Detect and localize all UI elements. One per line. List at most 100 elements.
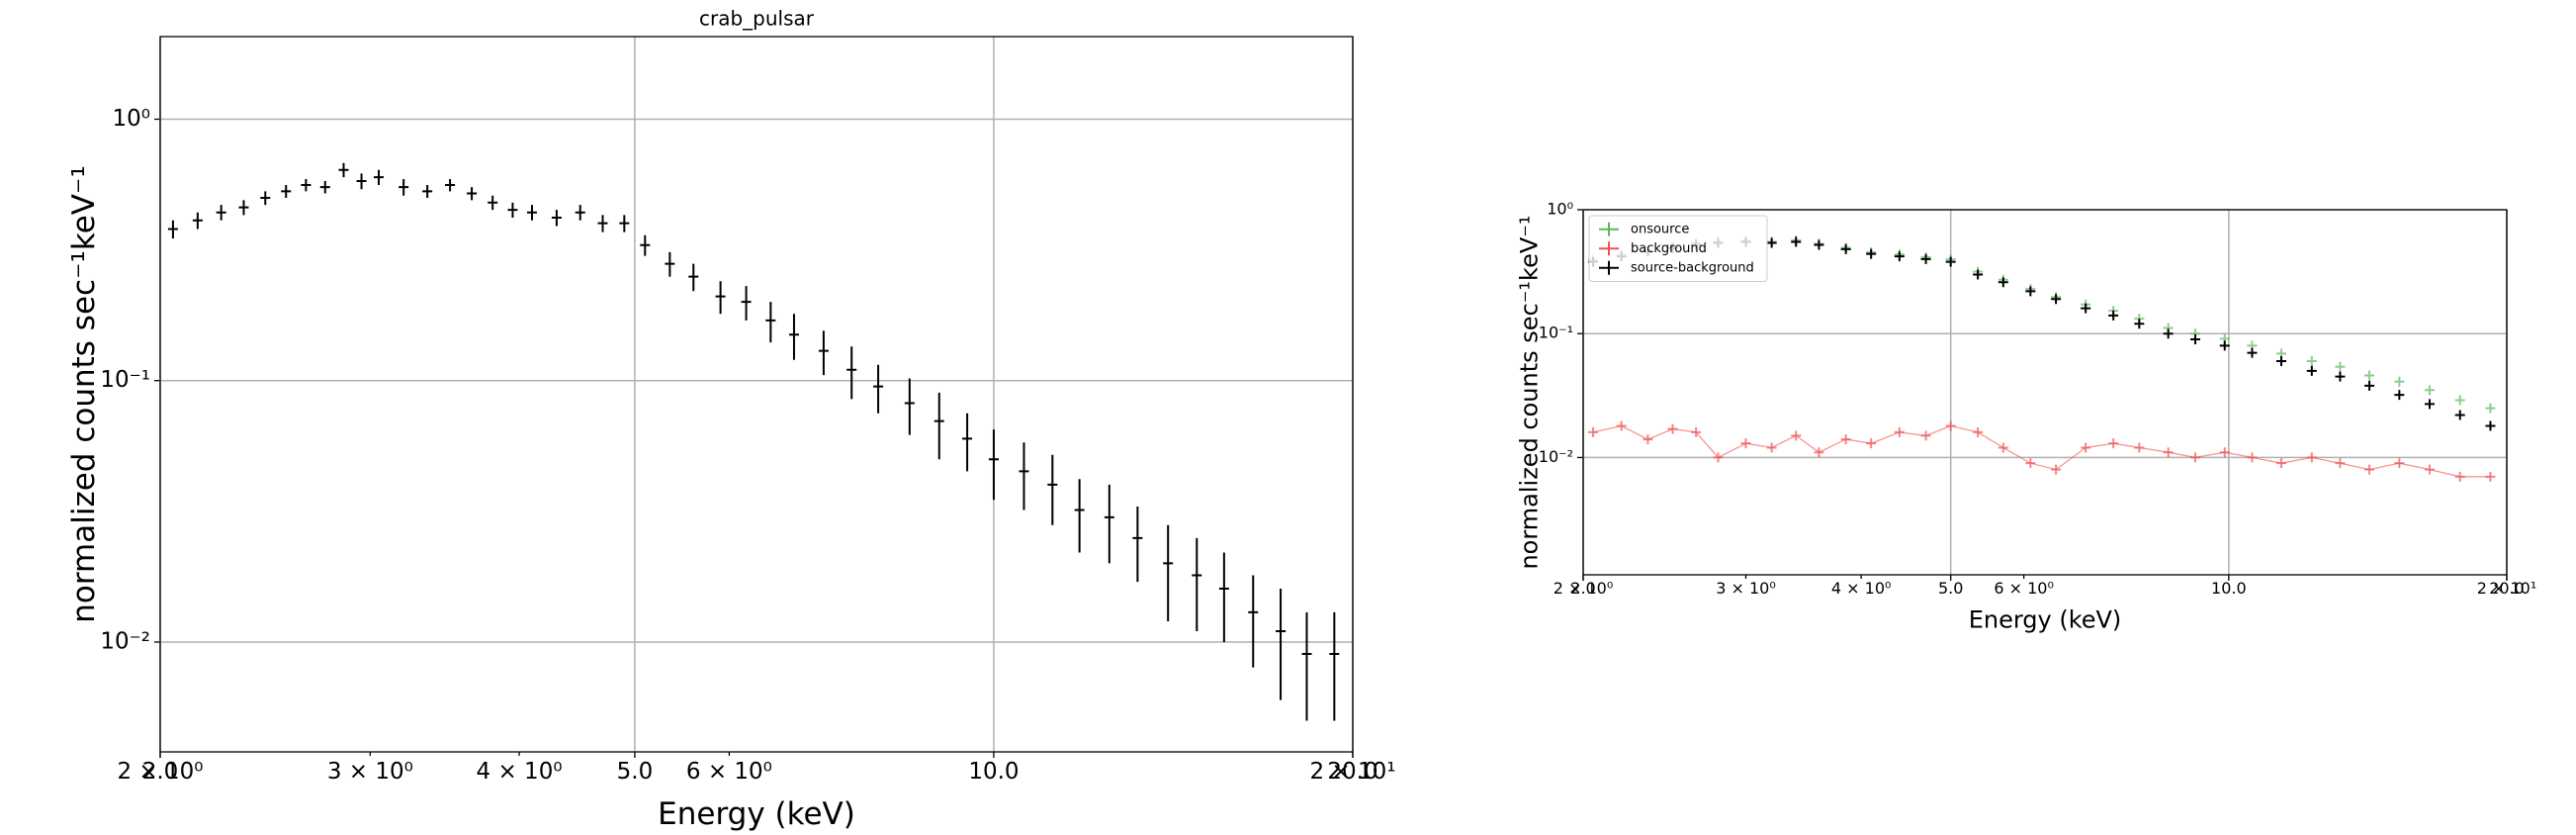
data-point <box>2275 458 2286 469</box>
y-tick-label: 10⁰ <box>1547 200 1573 219</box>
legend-swatch <box>1599 222 1619 236</box>
data-point <box>1791 236 1802 247</box>
data-point <box>1973 269 1984 280</box>
data-point <box>2335 458 2346 469</box>
data-point <box>1814 447 1824 458</box>
y-tick-label: 10⁻² <box>1539 447 1573 466</box>
data-point <box>2394 390 2405 401</box>
data-point <box>1643 434 1653 445</box>
data-point <box>665 251 675 277</box>
data-point <box>2219 340 2230 351</box>
data-point <box>2364 464 2375 475</box>
data-point <box>2424 464 2435 475</box>
data-point <box>1104 484 1114 564</box>
data-point <box>551 210 562 227</box>
data-point <box>1616 420 1627 431</box>
data-point <box>1894 251 1905 262</box>
data-point <box>2454 395 2465 406</box>
data-point <box>1218 552 1229 642</box>
data-point <box>1132 506 1143 583</box>
data-point <box>988 429 999 501</box>
x-tick-label: 2 × 10¹ <box>1309 759 1395 785</box>
data-point <box>2081 442 2091 453</box>
data-point <box>2247 452 2258 463</box>
data-point <box>1998 277 2008 288</box>
legend-label: source-background <box>1631 260 1754 275</box>
data-point <box>873 364 884 414</box>
data-point <box>1973 426 1984 437</box>
data-point <box>445 179 456 192</box>
x-tick-label: 2.0 <box>142 759 179 785</box>
data-point <box>846 346 857 400</box>
x-tick-label: 20.0 <box>1327 759 1377 785</box>
data-point <box>2306 355 2317 366</box>
data-point <box>1945 256 1956 267</box>
data-point <box>1840 434 1851 445</box>
data-point <box>2108 438 2119 449</box>
data-point <box>575 205 585 221</box>
y-tick-label: 10⁻² <box>100 628 150 654</box>
data-point <box>526 205 537 221</box>
data-point <box>467 187 478 201</box>
x-axis-label: Energy (keV) <box>1969 605 2122 633</box>
data-point <box>1301 611 1312 721</box>
data-point <box>2424 385 2435 396</box>
data-point <box>2275 355 2286 366</box>
x-tick-label: 5.0 <box>1938 579 1963 598</box>
data-point <box>1894 426 1905 437</box>
x-tick-label: 2 × 10¹ <box>2477 579 2537 598</box>
data-point <box>1667 423 1678 434</box>
data-point <box>1192 537 1202 632</box>
x-tick-label: 5.0 <box>617 759 654 785</box>
data-point <box>1840 243 1851 254</box>
data-point <box>374 169 385 186</box>
y-tick-label: 10⁻¹ <box>1539 324 1573 342</box>
data-point <box>640 234 651 256</box>
x-tick-label: 20.0 <box>2489 579 2525 598</box>
data-point <box>2219 447 2230 458</box>
data-point <box>788 314 799 360</box>
data-point <box>1945 420 1956 431</box>
data-point <box>619 215 630 232</box>
data-point <box>2051 294 2062 305</box>
chart-title: crab_pulsar <box>699 7 815 31</box>
data-point <box>818 330 829 376</box>
legend-label: background <box>1631 241 1707 256</box>
data-point <box>2163 447 2174 458</box>
data-point <box>1588 426 1599 437</box>
data-point <box>1998 442 2008 453</box>
x-tick-label: 4 × 10⁰ <box>477 759 563 785</box>
x-axis-label: Energy (keV) <box>658 796 855 832</box>
data-point <box>904 378 915 435</box>
data-point <box>1920 430 1931 441</box>
plot-frame <box>159 36 1354 753</box>
data-point <box>2134 319 2145 329</box>
data-point <box>2394 458 2405 469</box>
data-point <box>2424 399 2435 410</box>
data-point <box>356 173 367 190</box>
x-tick-label: 10.0 <box>968 759 1019 785</box>
legend-swatch <box>1599 241 1619 256</box>
data-point <box>2025 458 2036 469</box>
data-point <box>2051 464 2062 475</box>
legend-label: onsource <box>1631 222 1689 236</box>
y-axis-label: normalized counts sec⁻¹keV⁻¹ <box>66 165 102 623</box>
data-point <box>1276 589 1287 700</box>
data-point <box>2247 347 2258 358</box>
y-tick-label: 10⁻¹ <box>100 367 150 393</box>
legend-swatch <box>1599 260 1619 275</box>
x-tick-label: 6 × 10⁰ <box>1994 579 2054 598</box>
data-point <box>2394 376 2405 387</box>
data-point <box>422 185 433 199</box>
data-point <box>192 212 203 230</box>
data-point <box>2190 333 2201 344</box>
x-tick-label: 4 × 10⁰ <box>1831 579 1892 598</box>
data-point <box>962 413 973 472</box>
data-point <box>1047 454 1058 525</box>
data-point <box>507 202 518 219</box>
data-point <box>765 302 776 343</box>
